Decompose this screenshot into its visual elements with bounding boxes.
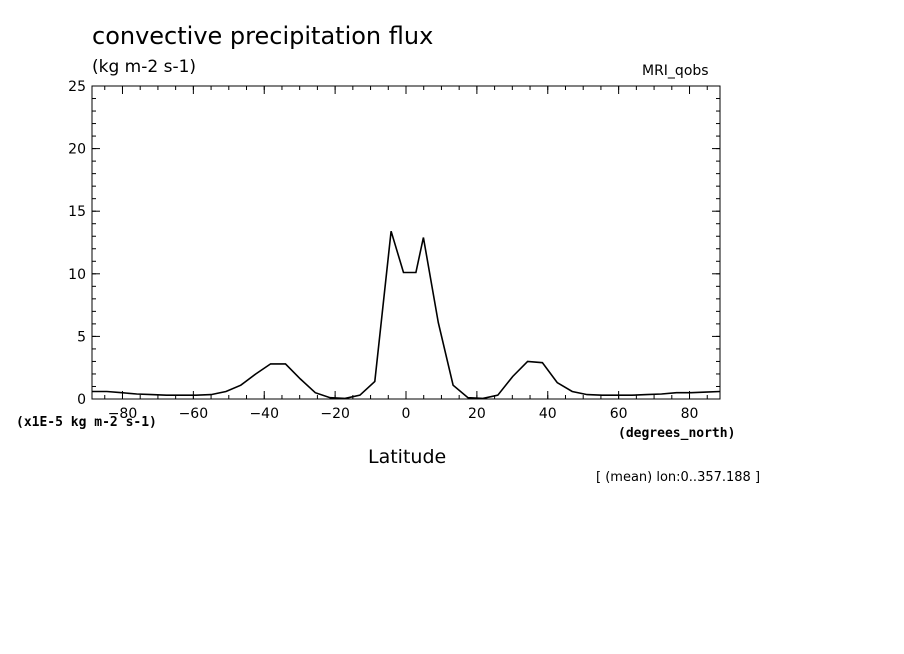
x-tick-label: −40 bbox=[249, 406, 279, 422]
model-label: MRI_qobs bbox=[642, 63, 709, 79]
series-line bbox=[92, 230, 721, 400]
x-tick-label: 40 bbox=[539, 406, 557, 422]
y-tick-label: 15 bbox=[68, 204, 86, 220]
axis-ticks bbox=[92, 85, 720, 400]
x-tick-label: 60 bbox=[610, 406, 628, 422]
y-tick-label: 20 bbox=[68, 142, 86, 158]
axis-tick-labels: −80 −60 −40 −20 0 20 40 60 80 0 5 10 15 20 25 bbox=[68, 79, 698, 422]
chart-units: (kg m-2 s-1) bbox=[92, 57, 197, 77]
y-tick-label: 25 bbox=[68, 79, 86, 95]
x-tick-label: 80 bbox=[681, 406, 699, 422]
chart-title: convective precipitation flux bbox=[92, 22, 434, 50]
y-tick-label: 0 bbox=[77, 392, 86, 408]
x-units-label: (degrees_north) bbox=[618, 426, 736, 441]
mean-note: [ (mean) lon:0..357.188 ] bbox=[596, 470, 761, 485]
x-tick-label: 0 bbox=[402, 406, 411, 422]
plot-frame bbox=[91, 85, 721, 400]
y-tick-label: 10 bbox=[68, 267, 86, 283]
y-scale-label: (x1E-5 kg m-2 s-1) bbox=[16, 415, 157, 430]
x-tick-label: −60 bbox=[179, 406, 209, 422]
x-axis-title: Latitude bbox=[368, 446, 447, 468]
x-tick-label: 20 bbox=[468, 406, 486, 422]
x-tick-label: −20 bbox=[320, 406, 350, 422]
y-tick-label: 5 bbox=[77, 329, 86, 345]
x-tick-label: −80 bbox=[108, 406, 138, 422]
